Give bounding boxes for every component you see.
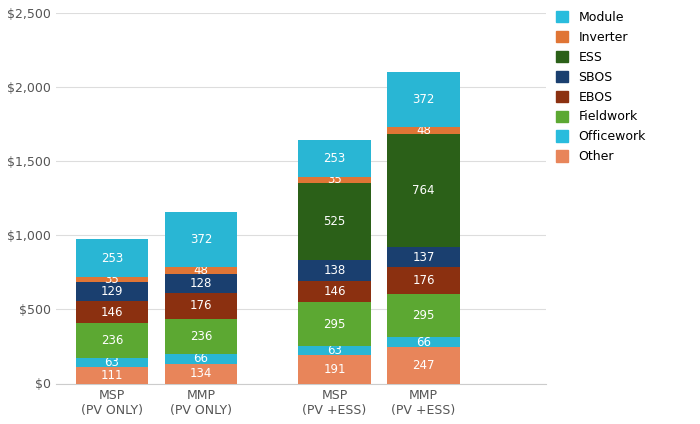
Text: 35: 35 <box>104 273 120 286</box>
Text: 253: 253 <box>323 152 346 165</box>
Text: 236: 236 <box>190 330 212 343</box>
Text: 63: 63 <box>327 344 342 357</box>
Text: 191: 191 <box>323 363 346 376</box>
Bar <box>76 367 148 383</box>
Bar <box>76 323 148 358</box>
Text: 66: 66 <box>193 352 209 365</box>
Bar <box>387 72 460 127</box>
Bar <box>165 364 237 383</box>
Text: 372: 372 <box>190 233 212 246</box>
Text: 372: 372 <box>412 93 435 106</box>
Text: 253: 253 <box>101 252 123 265</box>
Text: 295: 295 <box>412 309 435 322</box>
Text: 111: 111 <box>101 369 123 382</box>
Text: 176: 176 <box>190 299 212 312</box>
Bar <box>165 293 237 319</box>
Bar <box>165 267 237 274</box>
Bar <box>387 337 460 347</box>
Bar <box>298 281 371 302</box>
Bar <box>387 268 460 293</box>
Bar <box>76 358 148 367</box>
Bar <box>298 355 371 383</box>
Bar <box>76 282 148 301</box>
Bar <box>298 182 371 260</box>
Bar <box>387 127 460 134</box>
Text: 146: 146 <box>101 306 123 318</box>
Text: 295: 295 <box>323 318 346 331</box>
Bar <box>76 277 148 282</box>
Bar <box>298 260 371 281</box>
Text: 35: 35 <box>327 173 342 187</box>
Text: 138: 138 <box>323 264 346 277</box>
Text: 48: 48 <box>416 124 431 137</box>
Text: 176: 176 <box>412 274 435 287</box>
Bar <box>298 346 371 355</box>
Text: 764: 764 <box>412 184 435 197</box>
Text: 48: 48 <box>194 264 209 277</box>
Bar <box>387 293 460 337</box>
Bar <box>387 247 460 268</box>
Text: 129: 129 <box>101 285 123 298</box>
Bar <box>387 347 460 383</box>
Bar <box>298 140 371 177</box>
Bar <box>298 177 371 182</box>
Bar <box>165 354 237 364</box>
Text: 63: 63 <box>104 356 120 369</box>
Text: 137: 137 <box>412 251 435 264</box>
Text: 146: 146 <box>323 285 346 298</box>
Bar <box>298 302 371 346</box>
Text: 247: 247 <box>412 359 435 372</box>
Text: 128: 128 <box>190 277 212 290</box>
Bar <box>165 212 237 267</box>
Text: 134: 134 <box>190 367 212 380</box>
Bar <box>165 274 237 293</box>
Legend: Module, Inverter, ESS, SBOS, EBOS, Fieldwork, Officework, Other: Module, Inverter, ESS, SBOS, EBOS, Field… <box>551 6 651 168</box>
Bar <box>76 301 148 323</box>
Text: 525: 525 <box>323 215 346 228</box>
Text: 66: 66 <box>416 335 431 349</box>
Bar <box>387 134 460 247</box>
Text: 236: 236 <box>101 334 123 347</box>
Bar <box>165 319 237 354</box>
Bar <box>76 240 148 277</box>
